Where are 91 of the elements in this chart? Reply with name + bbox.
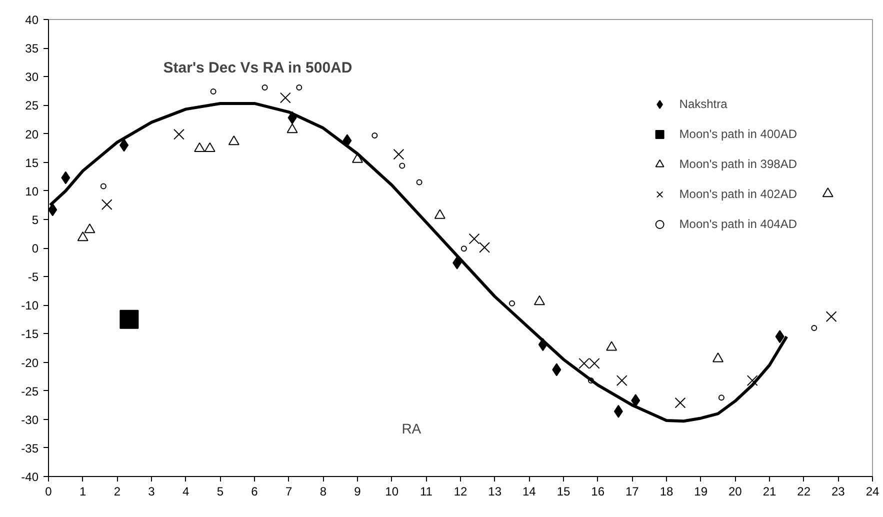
x-tick-label: 5 bbox=[216, 484, 224, 498]
legend-label: Nakshtra bbox=[679, 97, 728, 111]
y-tick-label: -30 bbox=[21, 412, 39, 427]
point bbox=[194, 142, 206, 152]
point bbox=[811, 324, 818, 331]
point bbox=[120, 310, 139, 329]
x-tick-label: 19 bbox=[694, 484, 708, 498]
point bbox=[228, 135, 240, 146]
point bbox=[479, 242, 490, 253]
point bbox=[746, 375, 758, 386]
point bbox=[120, 138, 129, 152]
x-tick-label: 22 bbox=[797, 484, 811, 498]
x-tick-label: 2 bbox=[114, 484, 121, 498]
point bbox=[552, 363, 562, 376]
point bbox=[372, 132, 378, 138]
x-tick-label: 6 bbox=[251, 484, 258, 498]
x-tick-label: 11 bbox=[420, 484, 433, 498]
x-tick-label: 9 bbox=[354, 484, 362, 498]
point bbox=[468, 233, 480, 244]
point bbox=[61, 171, 70, 184]
y-tick-label: -35 bbox=[21, 441, 39, 456]
y-tick-label: 25 bbox=[25, 98, 39, 113]
x-tick-label: 0 bbox=[45, 484, 52, 498]
x-tick-label: 12 bbox=[454, 484, 468, 498]
y-tick-label: 20 bbox=[25, 127, 39, 142]
x-tick-label: 21 bbox=[762, 484, 776, 498]
y-tick-label: -40 bbox=[21, 470, 39, 484]
point bbox=[434, 209, 446, 219]
x-tick-label: 15 bbox=[556, 484, 570, 498]
y-tick-label: 40 bbox=[25, 13, 39, 27]
point bbox=[416, 179, 422, 186]
legend-label: Moon's path in 400AD bbox=[679, 127, 797, 141]
point bbox=[399, 162, 406, 169]
x-tick-label: 8 bbox=[320, 484, 327, 498]
point bbox=[262, 84, 268, 90]
point bbox=[296, 84, 302, 90]
x-tick-label: 10 bbox=[385, 484, 399, 498]
point bbox=[614, 404, 623, 418]
y-tick-label: 0 bbox=[32, 242, 39, 256]
y-tick-label: -25 bbox=[21, 384, 39, 398]
point bbox=[352, 153, 363, 163]
x-tick-label: 18 bbox=[660, 484, 674, 498]
x-tick-label: 24 bbox=[866, 484, 880, 498]
x-tick-label: 16 bbox=[591, 484, 605, 498]
point bbox=[588, 378, 594, 384]
point bbox=[509, 300, 515, 306]
point bbox=[826, 311, 837, 322]
point bbox=[84, 223, 96, 234]
point bbox=[452, 256, 462, 270]
point bbox=[286, 123, 298, 134]
x-tick-label: 4 bbox=[182, 484, 190, 498]
y-tick-label: -5 bbox=[28, 270, 39, 284]
point bbox=[712, 352, 724, 362]
text: Star's Dec Vs RA in 500AD bbox=[163, 60, 352, 76]
point bbox=[616, 375, 628, 386]
point bbox=[393, 148, 404, 160]
point bbox=[100, 183, 106, 190]
x-axis-title: RA bbox=[402, 420, 422, 436]
legend-label: Moon's path in 398AD bbox=[679, 157, 797, 171]
y-tick-label: 15 bbox=[25, 156, 39, 170]
point bbox=[101, 199, 112, 210]
y-tick-label: 10 bbox=[25, 184, 39, 198]
y-tick-label: 5 bbox=[32, 212, 39, 227]
y-tick-label: -10 bbox=[21, 298, 39, 313]
x-tick-label: 3 bbox=[148, 484, 156, 498]
point bbox=[775, 330, 784, 344]
point bbox=[204, 142, 216, 152]
legend-label: Moon's path in 402AD bbox=[679, 187, 797, 201]
point bbox=[534, 295, 545, 306]
x-tick-label: 23 bbox=[831, 484, 846, 498]
x-tick-label: 7 bbox=[285, 484, 292, 498]
point bbox=[210, 88, 216, 94]
y-tick-label: -20 bbox=[21, 356, 39, 370]
point bbox=[606, 341, 618, 351]
x-tick-label: 13 bbox=[488, 484, 502, 498]
point bbox=[674, 397, 686, 408]
point bbox=[280, 92, 291, 104]
point bbox=[631, 394, 640, 408]
x-tick-label: 1 bbox=[79, 484, 86, 498]
x-tick-label: 14 bbox=[522, 484, 536, 498]
legend-label: Moon's path in 404AD bbox=[679, 217, 797, 231]
point bbox=[718, 394, 724, 401]
point bbox=[174, 128, 184, 140]
x-tick-label: 17 bbox=[625, 484, 640, 498]
y-tick-label: 30 bbox=[25, 70, 39, 84]
point bbox=[822, 187, 834, 198]
point bbox=[77, 231, 88, 242]
point bbox=[460, 246, 467, 252]
y-tick-label: 35 bbox=[25, 42, 39, 56]
y-tick-label: -15 bbox=[21, 327, 39, 342]
x-tick-label: 20 bbox=[728, 484, 742, 498]
